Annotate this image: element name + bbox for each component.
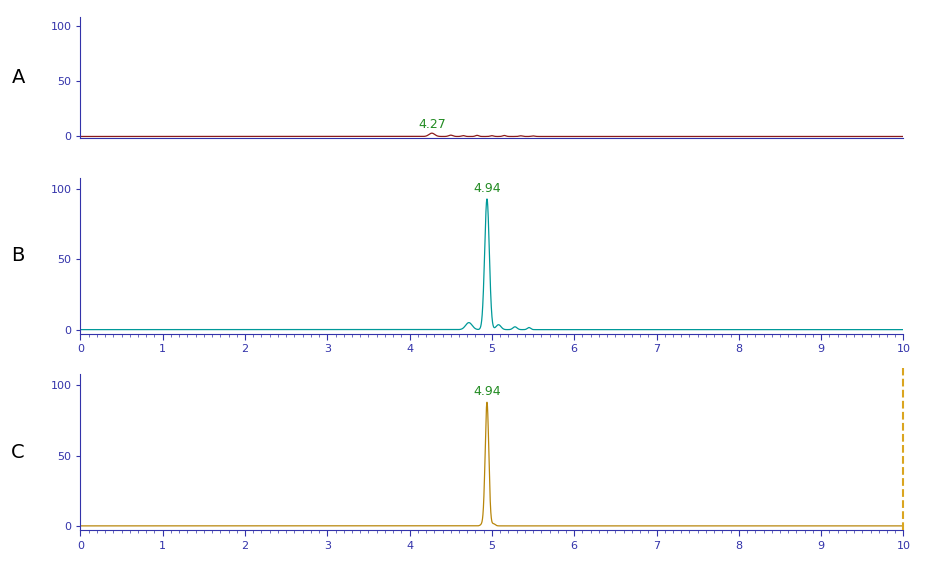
Text: A: A [11,68,25,87]
Text: 4.94: 4.94 [473,385,500,398]
Text: B: B [11,246,25,266]
Text: 4.94: 4.94 [473,182,500,195]
Text: C: C [11,443,25,462]
Text: 4.27: 4.27 [418,119,446,132]
